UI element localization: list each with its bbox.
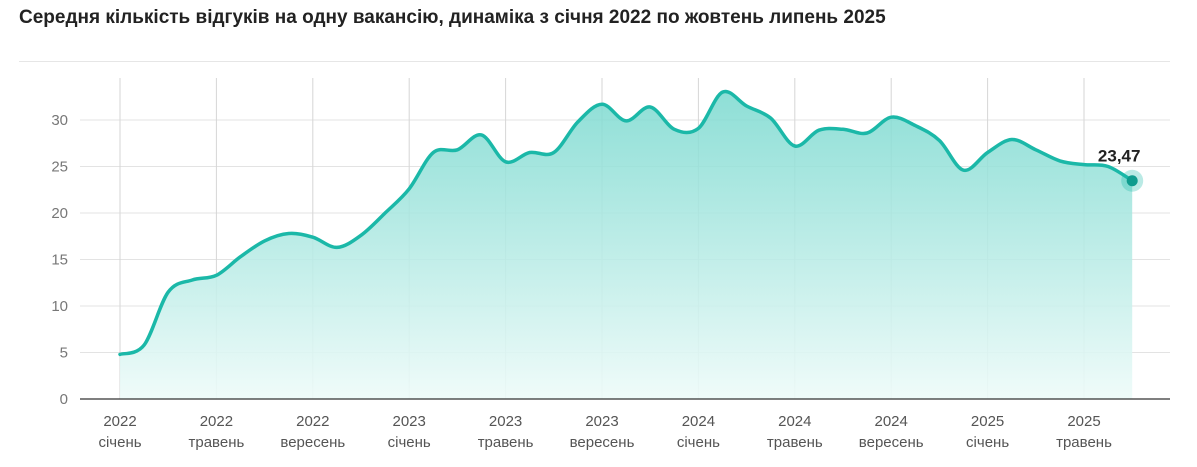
data-point	[721, 91, 724, 94]
data-point	[287, 232, 290, 235]
data-point	[335, 246, 338, 249]
title-divider	[19, 61, 1170, 62]
data-point	[143, 344, 146, 347]
data-point	[1058, 159, 1061, 162]
x-tick-month: вересень	[570, 434, 635, 451]
data-point	[1083, 163, 1086, 166]
data-point	[215, 274, 218, 277]
data-point	[817, 129, 820, 132]
data-point	[528, 151, 531, 154]
data-point	[456, 148, 459, 151]
y-tick-label: 0	[60, 391, 68, 408]
data-point	[938, 139, 941, 142]
x-tick-year: 2022	[103, 413, 136, 430]
data-point	[191, 278, 194, 281]
x-tick-month: січень	[966, 434, 1009, 451]
x-tick-year: 2024	[875, 413, 908, 430]
x-tick-year: 2024	[682, 413, 715, 430]
x-tick-year: 2022	[200, 413, 233, 430]
data-point	[504, 160, 507, 163]
data-point	[432, 151, 435, 154]
chart-title: Середня кількість відгуків на одну вакан…	[19, 7, 886, 28]
data-point	[962, 169, 965, 172]
x-tick-year: 2024	[778, 413, 811, 430]
y-tick-label: 5	[60, 345, 68, 362]
last-point-marker	[1126, 175, 1138, 187]
data-point	[167, 291, 170, 294]
data-point	[842, 128, 845, 131]
data-point	[649, 105, 652, 108]
data-point	[866, 132, 869, 135]
data-point	[1010, 138, 1013, 141]
data-point	[769, 117, 772, 120]
x-tick-month: вересень	[859, 434, 924, 451]
data-point	[601, 103, 604, 106]
data-point	[673, 128, 676, 131]
series-line	[118, 89, 1134, 357]
x-tick-month: травень	[767, 434, 823, 451]
data-point	[745, 105, 748, 108]
y-tick-label: 25	[51, 159, 68, 176]
data-point	[239, 255, 242, 258]
x-tick-year: 2023	[393, 413, 426, 430]
x-tick-month: січень	[677, 434, 720, 451]
x-tick-month: вересень	[280, 434, 345, 451]
data-point	[625, 119, 628, 122]
y-tick-label: 15	[51, 252, 68, 269]
data-point	[384, 212, 387, 215]
data-point	[408, 187, 411, 190]
x-tick-month: травень	[478, 434, 534, 451]
data-point	[119, 353, 122, 356]
x-tick-month: травень	[189, 434, 245, 451]
data-point	[311, 236, 314, 239]
data-point	[986, 151, 989, 154]
x-tick-year: 2025	[971, 413, 1004, 430]
data-point	[576, 120, 579, 123]
last-value-label: 23,47	[1098, 147, 1141, 166]
x-tick-year: 2023	[585, 413, 618, 430]
data-point	[890, 116, 893, 119]
data-point	[914, 124, 917, 127]
x-tick-year: 2023	[489, 413, 522, 430]
x-tick-month: травень	[1056, 434, 1112, 451]
x-tick-year: 2022	[296, 413, 329, 430]
data-point	[697, 127, 700, 130]
y-tick-label: 30	[51, 112, 68, 129]
x-tick-month: січень	[98, 434, 141, 451]
x-tick-year: 2025	[1067, 413, 1100, 430]
data-point	[360, 234, 363, 237]
data-point	[552, 151, 555, 154]
data-point	[1034, 148, 1037, 151]
y-tick-label: 20	[51, 205, 68, 222]
data-point	[480, 133, 483, 136]
data-point	[263, 239, 266, 242]
y-tick-label: 10	[51, 298, 68, 315]
data-point	[793, 145, 796, 148]
area-fill	[120, 91, 1133, 400]
x-tick-month: січень	[388, 434, 431, 451]
